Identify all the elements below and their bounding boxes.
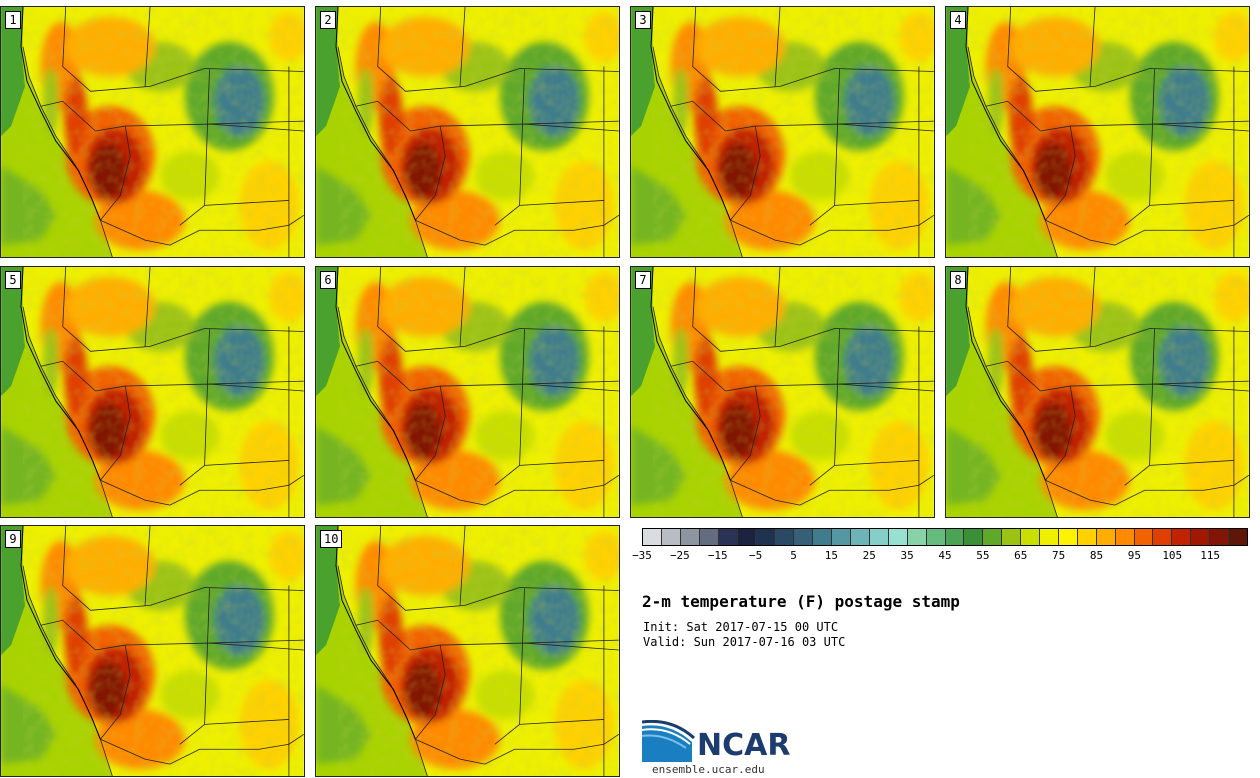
ensemble-member-panel: 3 <box>630 6 935 258</box>
ensemble-member-panel: 8 <box>945 266 1250 518</box>
ensemble-member-panel: 7 <box>630 266 935 518</box>
member-number: 6 <box>320 271 336 289</box>
colorbar-swatch <box>1058 529 1078 545</box>
colorbar-swatch <box>1077 529 1097 545</box>
colorbar-swatch <box>718 529 738 545</box>
colorbar-swatch <box>756 529 776 545</box>
temperature-map <box>631 7 934 257</box>
colorbar-swatch <box>1229 529 1247 545</box>
colorbar-swatch <box>775 529 795 545</box>
colorbar-swatch <box>964 529 984 545</box>
colorbar-tick-label: 85 <box>1089 549 1104 562</box>
colorbar-tick-label: 5 <box>790 549 797 562</box>
colorbar-tick-label: 115 <box>1200 549 1221 562</box>
ensemble-member-panel: 2 <box>315 6 620 258</box>
colorbar-swatch <box>1172 529 1192 545</box>
colorbar-swatch <box>699 529 719 545</box>
ensemble-member-panel: 1 <box>0 6 305 258</box>
colorbar-tick-label: 105 <box>1162 549 1183 562</box>
member-number: 9 <box>5 530 21 548</box>
colorbar-swatch <box>643 529 662 545</box>
member-number: 4 <box>950 11 966 29</box>
temperature-map <box>316 267 619 517</box>
colorbar-swatch <box>888 529 908 545</box>
ensemble-member-panel: 10 <box>315 525 620 777</box>
temperature-map <box>316 7 619 257</box>
init-time: Init: Sat 2017-07-15 00 UTC <box>643 620 839 634</box>
colorbar-swatch <box>907 529 927 545</box>
ensemble-member-panel: 4 <box>945 6 1250 258</box>
figure-title: 2-m temperature (F) postage stamp <box>642 592 960 611</box>
member-number: 1 <box>5 11 21 29</box>
member-number: 5 <box>5 271 21 289</box>
logo-wordmark: NCAR <box>697 728 791 763</box>
colorbar-swatch <box>926 529 946 545</box>
colorbar-swatch <box>737 529 757 545</box>
temperature-map <box>1 526 304 776</box>
colorbar-tick-label: 45 <box>938 549 952 562</box>
ensemble-member-panel: 6 <box>315 266 620 518</box>
colorbar-swatch <box>661 529 681 545</box>
colorbar-swatch <box>1002 529 1022 545</box>
colorbar-tick-label: 15 <box>824 549 838 562</box>
colorbar-swatch <box>1210 529 1230 545</box>
colorbar-swatch <box>680 529 700 545</box>
colorbar-swatch <box>1040 529 1059 545</box>
colorbar-swatch <box>1153 529 1173 545</box>
colorbar-swatch <box>1115 529 1135 545</box>
colorbar-swatch <box>1134 529 1154 545</box>
temperature-map <box>316 526 619 776</box>
ncar-logo-icon <box>642 720 696 762</box>
colorbar-tick-label: 75 <box>1052 549 1066 562</box>
colorbar-tick-label: 25 <box>862 549 876 562</box>
colorbar-tick-label: 95 <box>1127 549 1141 562</box>
colorbar-tick-label: −35 <box>632 549 652 562</box>
temperature-map <box>1 7 304 257</box>
colorbar-swatch <box>983 529 1003 545</box>
colorbar-swatch <box>945 529 965 545</box>
ensemble-member-panel: 5 <box>0 266 305 518</box>
colorbar-tick-label: 65 <box>1014 549 1028 562</box>
temperature-map <box>1 267 304 517</box>
member-number: 10 <box>320 530 343 548</box>
colorbar-swatch <box>1021 529 1041 545</box>
temperature-map <box>946 7 1249 257</box>
colorbar-swatch <box>869 529 889 545</box>
colorbar-tick-label: 35 <box>900 549 914 562</box>
colorbar-swatch <box>850 529 870 545</box>
colorbar-tick-label: −15 <box>707 549 728 562</box>
temperature-colorbar <box>642 528 1248 546</box>
colorbar-swatch <box>813 529 833 545</box>
colorbar-swatch <box>832 529 851 545</box>
colorbar-swatch <box>1096 529 1116 545</box>
colorbar-swatch <box>1191 529 1211 545</box>
valid-time: Valid: Sun 2017-07-16 03 UTC <box>643 635 846 649</box>
ensemble-member-panel: 9 <box>0 525 305 777</box>
colorbar-ticks: −35 −25 −15 −5 5 15 25 35 45 55 65 75 85 95 105 115 <box>632 546 1248 562</box>
member-number: 7 <box>635 271 651 289</box>
colorbar-swatch <box>794 529 814 545</box>
colorbar-tick-label: −5 <box>749 549 763 562</box>
member-number: 3 <box>635 11 651 29</box>
member-number: 2 <box>320 11 336 29</box>
colorbar-tick-label: −25 <box>669 549 690 562</box>
site-url: ensemble.ucar.edu <box>652 763 765 776</box>
member-number: 8 <box>950 271 966 289</box>
colorbar-tick-label: 55 <box>976 549 990 562</box>
temperature-map <box>631 267 934 517</box>
temperature-map <box>946 267 1249 517</box>
